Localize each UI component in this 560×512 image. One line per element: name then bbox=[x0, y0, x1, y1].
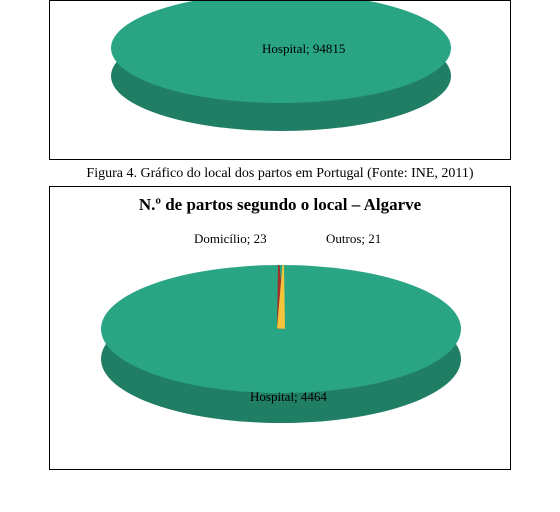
chart-algarve-title: N.º de partos segundo o local – Algarve bbox=[50, 195, 510, 215]
label-outros: Outros; 21 bbox=[326, 231, 381, 247]
label-hospital-algarve: Hospital; 4464 bbox=[250, 389, 327, 405]
label-hospital-portugal: Hospital; 94815 bbox=[262, 41, 345, 57]
slice-outros bbox=[277, 265, 288, 329]
chart-portugal-box: Hospital; 94815 bbox=[49, 0, 511, 160]
caption-figura-4: Figura 4. Gráfico do local dos partos em… bbox=[0, 166, 560, 182]
label-domicilio: Domicílio; 23 bbox=[194, 231, 267, 247]
pie-portugal bbox=[111, 0, 451, 131]
chart-algarve-box: N.º de partos segundo o local – Algarve … bbox=[49, 186, 511, 470]
pie-top bbox=[101, 265, 461, 393]
